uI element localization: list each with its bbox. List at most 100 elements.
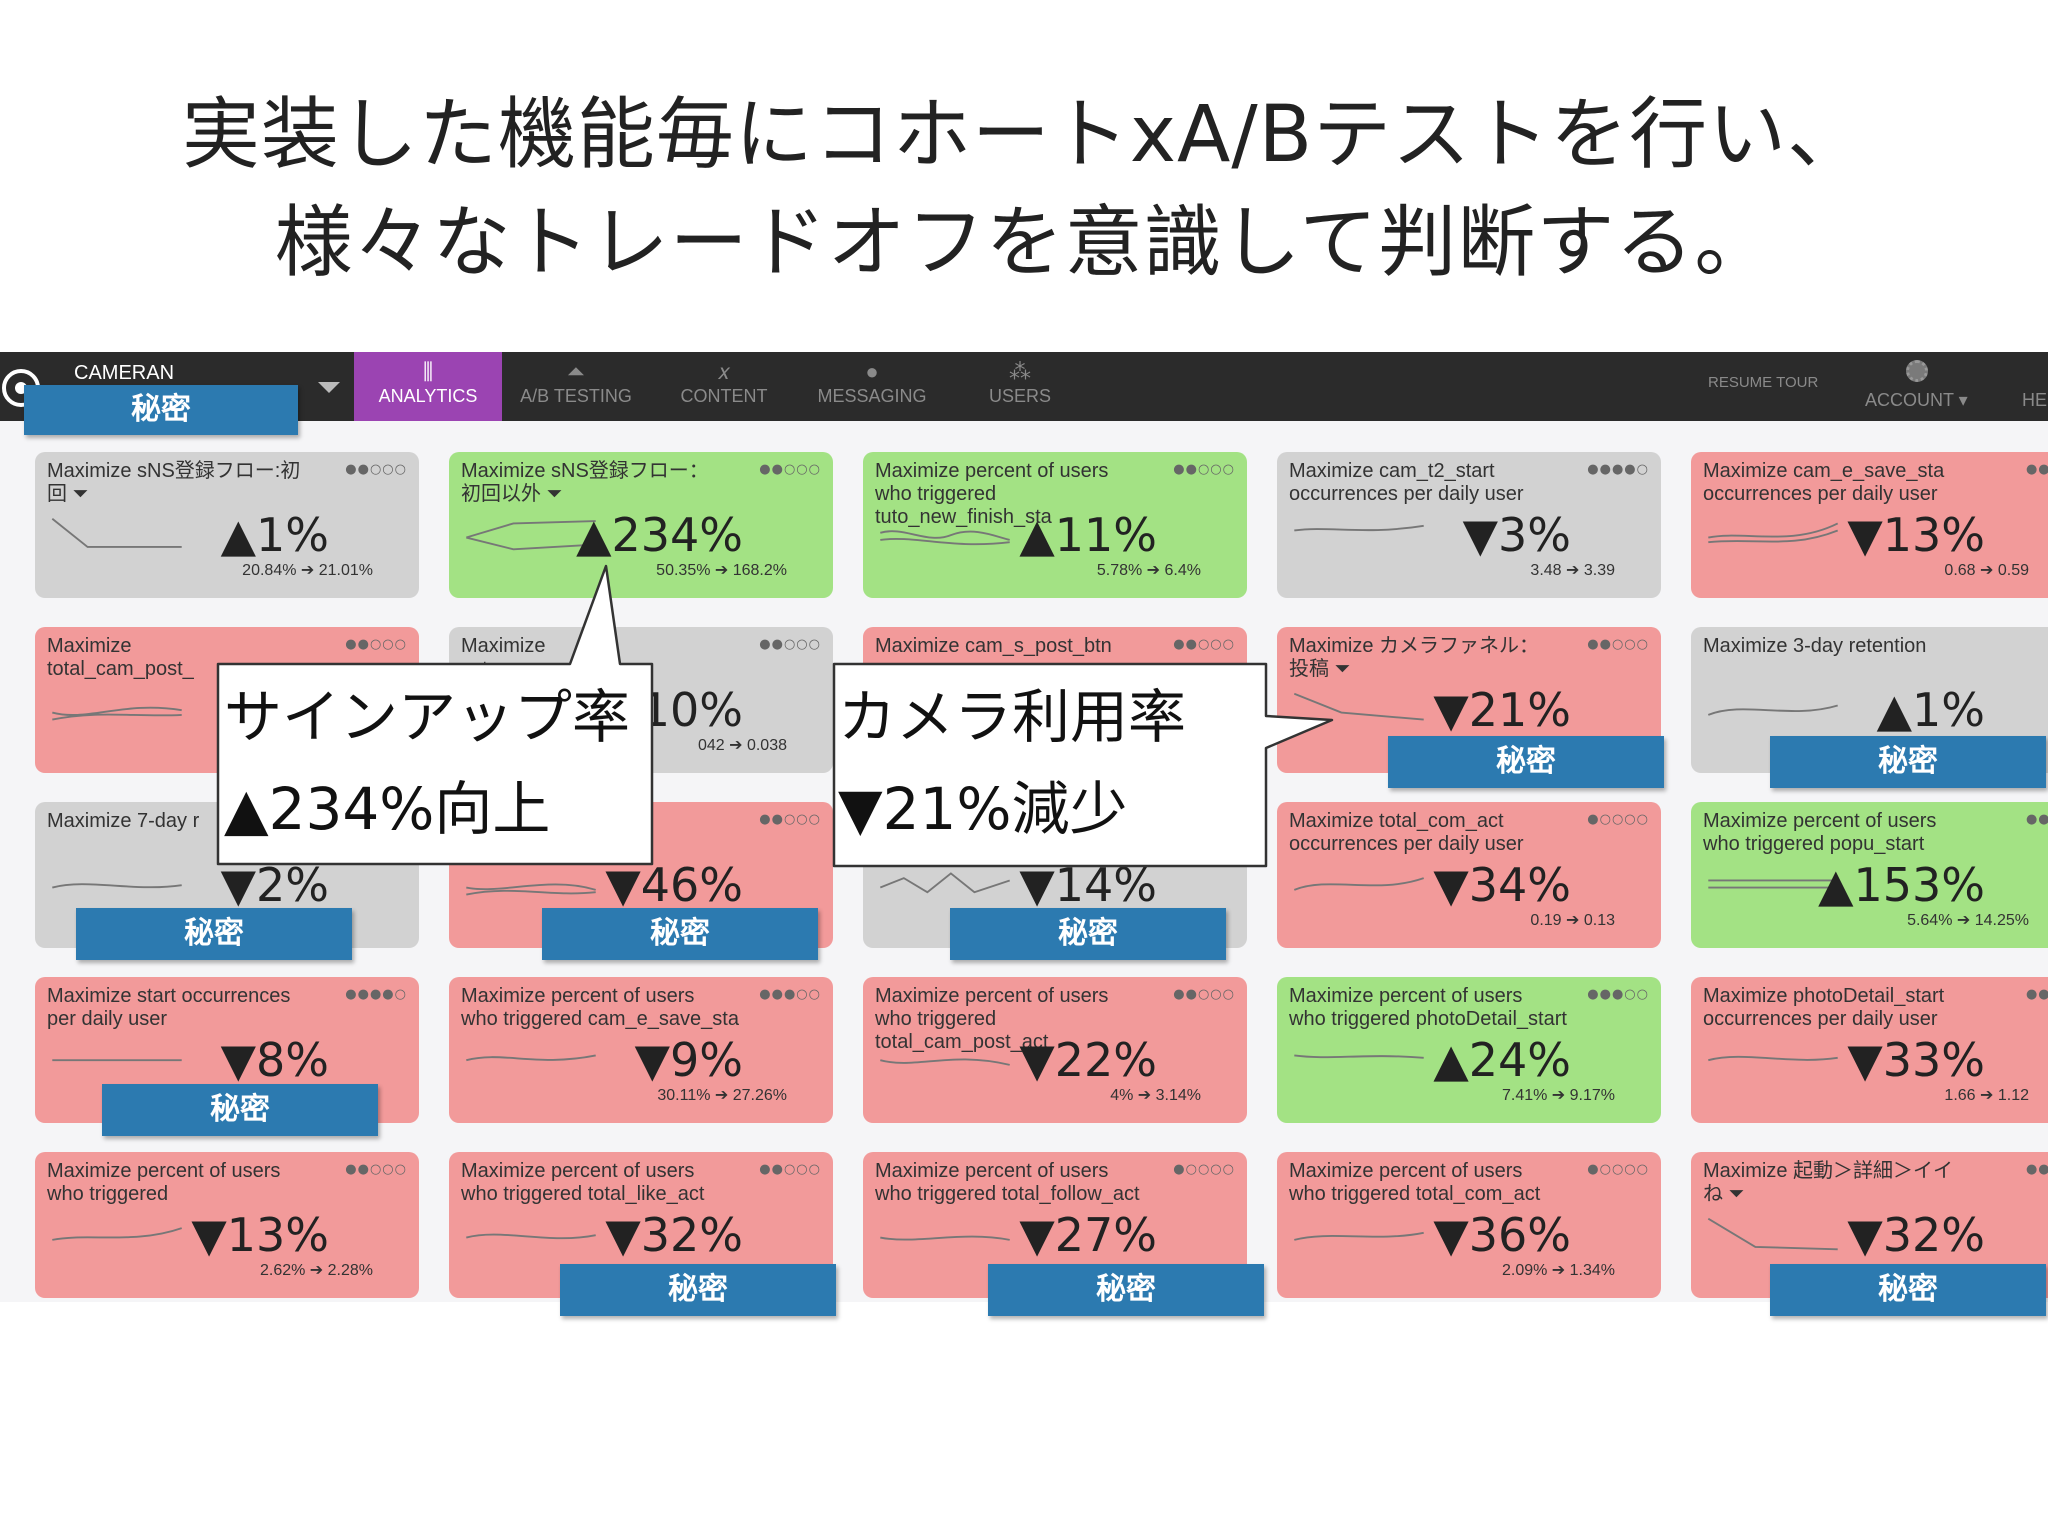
tab-content-label: CONTENT bbox=[680, 386, 768, 406]
metric-before-after: 1.66 ➔ 1.12 bbox=[1944, 1087, 2029, 1104]
metric-card-title: Maximize total_com_act occurrences per d… bbox=[1289, 810, 1524, 855]
x-icon: 𝑥 bbox=[717, 359, 731, 384]
secret-overlay: 秘密 bbox=[1770, 1264, 2046, 1316]
sparkline bbox=[52, 1059, 182, 1062]
metric-card[interactable]: Maximize cam_t2_start occurrences per da… bbox=[1277, 452, 1661, 598]
metric-change: ▼3% bbox=[1462, 508, 1571, 562]
gear-icon[interactable] bbox=[1906, 360, 1928, 382]
metric-card-title: Maximize percent of users who triggered … bbox=[1289, 1160, 1541, 1205]
metric-card[interactable]: Maximize total_com_act occurrences per d… bbox=[1277, 802, 1661, 948]
confidence-dots-icon: ●●○○○ bbox=[1173, 462, 1235, 477]
metric-change: ▲1% bbox=[1876, 683, 1985, 737]
metric-before-after: 0.19 ➔ 0.13 bbox=[1530, 912, 1615, 929]
signup-callout-line2: ▲234%向上 bbox=[224, 775, 551, 843]
secret-overlay: 秘密 bbox=[102, 1084, 378, 1136]
tab-content[interactable]: 𝑥 CONTENT bbox=[650, 352, 798, 421]
metric-change: ▲1% bbox=[220, 508, 329, 562]
confidence-dots-icon: ●●○○○ bbox=[1173, 987, 1235, 1002]
metric-before-after: 5.78% ➔ 6.4% bbox=[1096, 562, 1201, 579]
sparkline bbox=[1294, 524, 1424, 532]
metric-card-title: Maximize cam_t2_start occurrences per da… bbox=[1289, 460, 1524, 505]
app-name[interactable]: CAMERAN bbox=[74, 362, 175, 384]
metric-card-title: Maximize photoDetail_start occurrences p… bbox=[1703, 985, 1945, 1030]
tab-messaging[interactable]: ● MESSAGING bbox=[798, 352, 946, 421]
sparkline-path bbox=[51, 517, 182, 548]
secret-overlay: 秘密 bbox=[542, 908, 818, 960]
metric-before-after: 30.11% ➔ 27.26% bbox=[657, 1087, 787, 1104]
slide-title-line1: 実装した機能毎にコホートxA/Bテストを行い、 bbox=[181, 90, 1867, 180]
sparkline bbox=[52, 706, 182, 721]
tab-ab-testing[interactable]: ⏶ A/B TESTING bbox=[502, 352, 650, 421]
sparkline bbox=[1708, 1055, 1838, 1062]
confidence-dots-icon: ●●● bbox=[2025, 812, 2048, 827]
sparkline-path bbox=[1707, 1217, 1838, 1251]
metric-change: ▲153% bbox=[1818, 858, 1985, 912]
confidence-dots-icon: ●●○○○ bbox=[759, 462, 821, 477]
tab-messaging-label: MESSAGING bbox=[817, 386, 927, 406]
metric-change: ▼2% bbox=[220, 858, 329, 912]
sparkline-path bbox=[1707, 704, 1838, 716]
metric-card[interactable]: Maximize percent of users who triggered … bbox=[863, 452, 1247, 598]
app-switcher-chevron-down-icon[interactable] bbox=[318, 382, 340, 393]
confidence-dots-icon: ●●●●○ bbox=[1587, 462, 1649, 477]
metric-before-after: 3.48 ➔ 3.39 bbox=[1530, 562, 1615, 579]
sparkline-path bbox=[1294, 1054, 1424, 1059]
metric-change: ▼27% bbox=[1019, 1208, 1157, 1262]
metric-card[interactable]: Maximize percent of users who triggered … bbox=[1691, 802, 2048, 948]
sparkline-path bbox=[880, 1235, 1010, 1241]
sparkline bbox=[466, 520, 596, 551]
metric-card[interactable]: Maximize percent of users who triggered … bbox=[1277, 977, 1661, 1123]
metric-change: ▼32% bbox=[605, 1208, 743, 1262]
sparkline-path bbox=[1293, 877, 1425, 891]
sparkline-path bbox=[466, 883, 596, 896]
flask-icon: ⏶ bbox=[567, 359, 585, 384]
secret-overlay: 秘密 bbox=[560, 1264, 836, 1316]
metric-change: ▼36% bbox=[1433, 1208, 1571, 1262]
metric-card[interactable]: Maximize percent of users who triggered … bbox=[1277, 1152, 1661, 1298]
confidence-dots-icon: ●●○○○ bbox=[759, 812, 821, 827]
top-navbar: CAMERAN ⫼ ANALYTICS ⏶ A/B TESTING 𝑥 CONT… bbox=[0, 352, 2048, 421]
tab-users[interactable]: ⁂ USERS bbox=[946, 352, 1094, 421]
tab-analytics-label: ANALYTICS bbox=[378, 386, 478, 406]
metric-before-after: 2.62% ➔ 2.28% bbox=[259, 1262, 373, 1279]
metric-card-title: Maximize start occurrences per daily use… bbox=[47, 985, 291, 1030]
sparkline bbox=[52, 1227, 183, 1241]
sparkline-path bbox=[1294, 524, 1424, 532]
metric-card[interactable]: Maximize percent of users who triggered … bbox=[449, 977, 833, 1123]
metric-change: ▼22% bbox=[1019, 1033, 1157, 1087]
metric-card[interactable]: Maximize percent of users who triggered … bbox=[863, 977, 1247, 1123]
metric-card[interactable]: Maximize cam_e_save_sta occurrences per … bbox=[1691, 452, 2048, 598]
metric-card[interactable]: Maximize percent of users who triggered ●… bbox=[35, 1152, 419, 1298]
sparkline-path bbox=[466, 1054, 596, 1062]
metric-card-title: Maximize percent of users who triggered … bbox=[461, 985, 739, 1030]
sparkline bbox=[1293, 877, 1425, 891]
camera-callout-line2: ▼21%減少 bbox=[838, 775, 1128, 843]
metric-card-title: Maximize cam_e_save_sta occurrences per … bbox=[1703, 460, 1945, 505]
metric-card[interactable]: Maximize sNS登録フロー:初 回 ⏷ ●●○○○ ▲1% 20.84% ➔ … bbox=[35, 452, 419, 598]
metric-before-after: 042 ➔ 0.038 bbox=[697, 737, 787, 754]
metric-card[interactable]: Maximize sNS登録フロー： 初回以外 ⏷ ●●○○○ ▲234% 50.35… bbox=[449, 452, 833, 598]
sparkline bbox=[1294, 1054, 1424, 1059]
secret-overlay: 秘密 bbox=[950, 908, 1226, 960]
metric-before-after: 7.41% ➔ 9.17% bbox=[1501, 1087, 1615, 1104]
sparkline bbox=[52, 883, 182, 889]
metric-change: ▼9% bbox=[634, 1033, 743, 1087]
confidence-dots-icon: ●●● bbox=[2025, 462, 2048, 477]
confidence-dots-icon: ●○○○○ bbox=[1587, 812, 1649, 827]
account-menu[interactable]: ACCOUNT ▾ bbox=[1865, 390, 1968, 410]
sparkline-path bbox=[466, 520, 596, 551]
metric-card[interactable]: Maximize photoDetail_start occurrences p… bbox=[1691, 977, 2048, 1123]
metric-change: ▼21% bbox=[1433, 683, 1571, 737]
metric-before-after: 2.09% ➔ 1.34% bbox=[1501, 1262, 1615, 1279]
metric-card-title: Maximize sNS登録フロー:初 回 ⏷ bbox=[47, 460, 301, 505]
tab-analytics[interactable]: ⫼ ANALYTICS bbox=[354, 352, 502, 421]
confidence-dots-icon: ●●●○○ bbox=[1587, 987, 1649, 1002]
secret-overlay: 秘密 bbox=[1770, 736, 2046, 788]
metric-card-title: Maximize percent of users who triggered bbox=[47, 1160, 281, 1205]
help-menu[interactable]: HE bbox=[2022, 390, 2048, 410]
confidence-dots-icon: ●●○○○ bbox=[1587, 637, 1649, 652]
sparkline bbox=[880, 1235, 1010, 1241]
resume-tour-link[interactable]: RESUME TOUR bbox=[1708, 374, 1819, 391]
secret-overlay: 秘密 bbox=[1388, 736, 1664, 788]
metric-card-title: Maximize 起動＞詳細＞イイ ね ⏷ bbox=[1703, 1160, 1954, 1205]
